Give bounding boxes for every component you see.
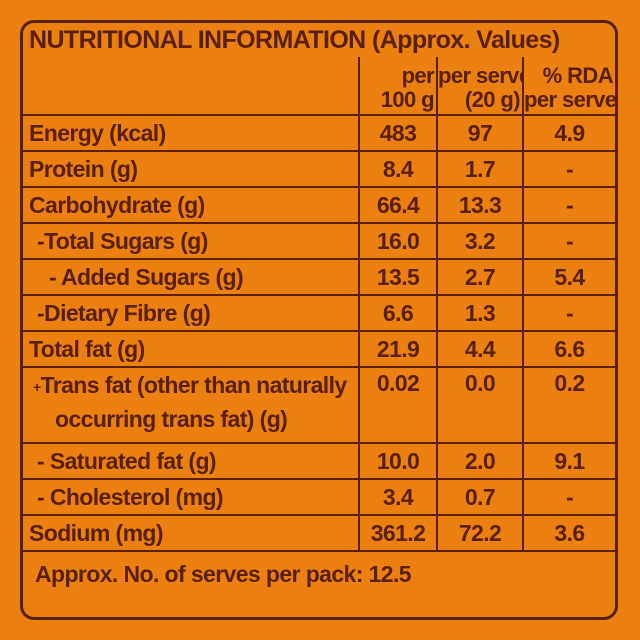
per-serve-value: 1.7 [436,150,524,188]
per-serve-value: 0.7 [436,478,524,516]
nutrition-table: NUTRITIONAL INFORMATION (Approx. Values)… [23,23,615,596]
nutrient-name: -Dietary Fibre (g) [23,294,360,332]
per-100g-value: 6.6 [358,294,438,332]
per-100g-value: 361.2 [358,514,438,552]
column-header-line: per serve [438,63,523,88]
column-header-line: per [401,63,435,88]
per-serve-value: 3.2 [436,222,524,260]
nutrient-name: Energy (kcal) [23,114,360,152]
nutrient-name: Total fat (g) [23,330,360,368]
rda-value: 5.4 [521,258,615,296]
nutrient-name: - Added Sugars (g) [23,258,360,296]
table-row: - Added Sugars (g) 13.5 2.7 5.4 [23,258,615,296]
column-header-line: 100 g [380,87,435,112]
table-row: Carbohydrate (g) 66.4 13.3 - [23,186,615,224]
rda-value: 3.6 [521,514,615,552]
nutrient-name: Protein (g) [23,150,360,188]
nutrient-name: - Saturated fat (g) [23,442,360,480]
per-100g-value: 483 [358,114,438,152]
header-empty-cell [23,57,360,116]
per-serve-value: 2.0 [436,442,524,480]
rda-value: - [521,186,615,224]
column-header-per-serve: per serve (20 g) [436,57,524,116]
nutrition-panel: NUTRITIONAL INFORMATION (Approx. Values)… [20,20,618,620]
footer-row: Approx. No. of serves per pack: 12.5 [23,550,615,596]
table-row: - Cholesterol (mg) 3.4 0.7 - [23,478,615,516]
per-serve-value: 97 [436,114,524,152]
table-row: - Saturated fat (g) 10.0 2.0 9.1 [23,442,615,480]
per-100g-value: 10.0 [358,442,438,480]
column-header-per-100g: per 100 g [358,57,438,116]
table-row: Energy (kcal) 483 97 4.9 [23,114,615,152]
table-row: +Trans fat (other than naturally occurri… [23,366,615,444]
per-100g-value: 66.4 [358,186,438,224]
per-100g-value: 0.02 [358,366,438,444]
per-100g-value: 16.0 [358,222,438,260]
rda-value: - [521,294,615,332]
nutrient-name: Carbohydrate (g) [23,186,360,224]
per-serve-value: 0.0 [436,366,524,444]
per-100g-value: 21.9 [358,330,438,368]
table-row: Total fat (g) 21.9 4.4 6.6 [23,330,615,368]
nutrient-name: Sodium (mg) [23,514,360,552]
per-100g-value: 8.4 [358,150,438,188]
rda-value: - [521,222,615,260]
serves-per-pack: Approx. No. of serves per pack: 12.5 [23,550,615,596]
rda-value: - [521,150,615,188]
nutrient-name-trans-fat: +Trans fat (other than naturally occurri… [23,366,360,444]
per-serve-value: 1.3 [436,294,524,332]
nutrient-name: -Total Sugars (g) [23,222,360,260]
column-header-line: per serve [524,87,616,112]
rda-value: - [521,478,615,516]
table-row: -Dietary Fibre (g) 6.6 1.3 - [23,294,615,332]
nutrient-name: - Cholesterol (mg) [23,478,360,516]
nutrient-name-line: occurring trans fat) (g) [55,406,288,432]
per-100g-value: 13.5 [358,258,438,296]
column-header-line: % RDA [542,63,614,88]
per-100g-value: 3.4 [358,478,438,516]
column-header-rda: % RDA per serve [521,57,616,116]
per-serve-value: 4.4 [436,330,524,368]
table-row: Sodium (mg) 361.2 72.2 3.6 [23,514,615,552]
rda-value: 6.6 [521,330,615,368]
table-title: NUTRITIONAL INFORMATION (Approx. Values) [29,25,560,54]
per-serve-value: 2.7 [436,258,524,296]
table-row: -Total Sugars (g) 16.0 3.2 - [23,222,615,260]
per-serve-value: 72.2 [436,514,524,552]
nutrient-name-line: Trans fat (other than naturally [40,372,348,398]
rda-value: 4.9 [521,114,615,152]
rda-value: 9.1 [521,442,615,480]
table-row: Protein (g) 8.4 1.7 - [23,150,615,188]
per-serve-value: 13.3 [436,186,524,224]
footnote-mark: + [33,379,41,395]
column-header-line: (20 g) [464,87,521,112]
rda-value: 0.2 [521,366,615,444]
